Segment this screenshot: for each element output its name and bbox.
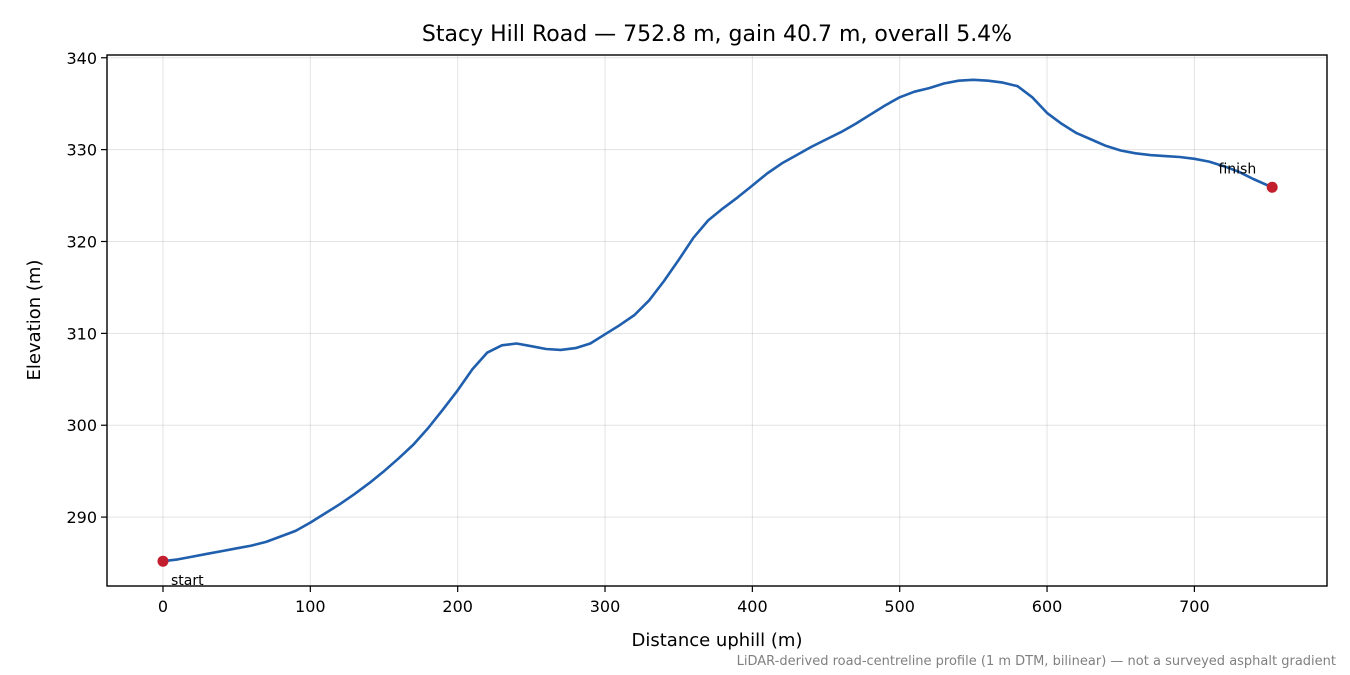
x-tick-label: 500 [884, 597, 915, 616]
elevation-line [162, 78, 1273, 563]
grid [107, 55, 1327, 586]
y-tick-label: 300 [66, 416, 97, 435]
y-tick-label: 310 [66, 324, 97, 343]
start-marker [157, 555, 169, 567]
start-label: start [171, 573, 204, 589]
finish-label: finish [1218, 161, 1256, 177]
x-tick-label: 300 [590, 597, 621, 616]
y-axis-label: Elevation (m) [24, 260, 45, 381]
x-tick-label: 700 [1179, 597, 1210, 616]
x-axis-label: Distance uphill (m) [632, 630, 803, 651]
y-tick-label: 330 [66, 141, 97, 160]
x-tick-label: 200 [442, 597, 473, 616]
plot-frame [106, 54, 1328, 587]
y-tick-label: 340 [66, 49, 97, 68]
y-tick-label: 290 [66, 508, 97, 527]
annotations: start finish [157, 161, 1278, 589]
x-tick-label: 100 [295, 597, 326, 616]
footnote: LiDAR-derived road-centreline profile (1… [737, 654, 1336, 669]
plot-area [162, 78, 1273, 563]
chart-title: Stacy Hill Road — 752.8 m, gain 40.7 m, … [422, 22, 1012, 47]
axis-ticks: 0 100 200 300 400 500 600 700 290 300 310 320 330 340 [66, 49, 1209, 616]
x-tick-label: 600 [1032, 597, 1063, 616]
x-tick-label: 400 [737, 597, 768, 616]
finish-marker [1266, 181, 1278, 193]
y-tick-label: 320 [66, 232, 97, 251]
x-tick-label: 0 [158, 597, 168, 616]
